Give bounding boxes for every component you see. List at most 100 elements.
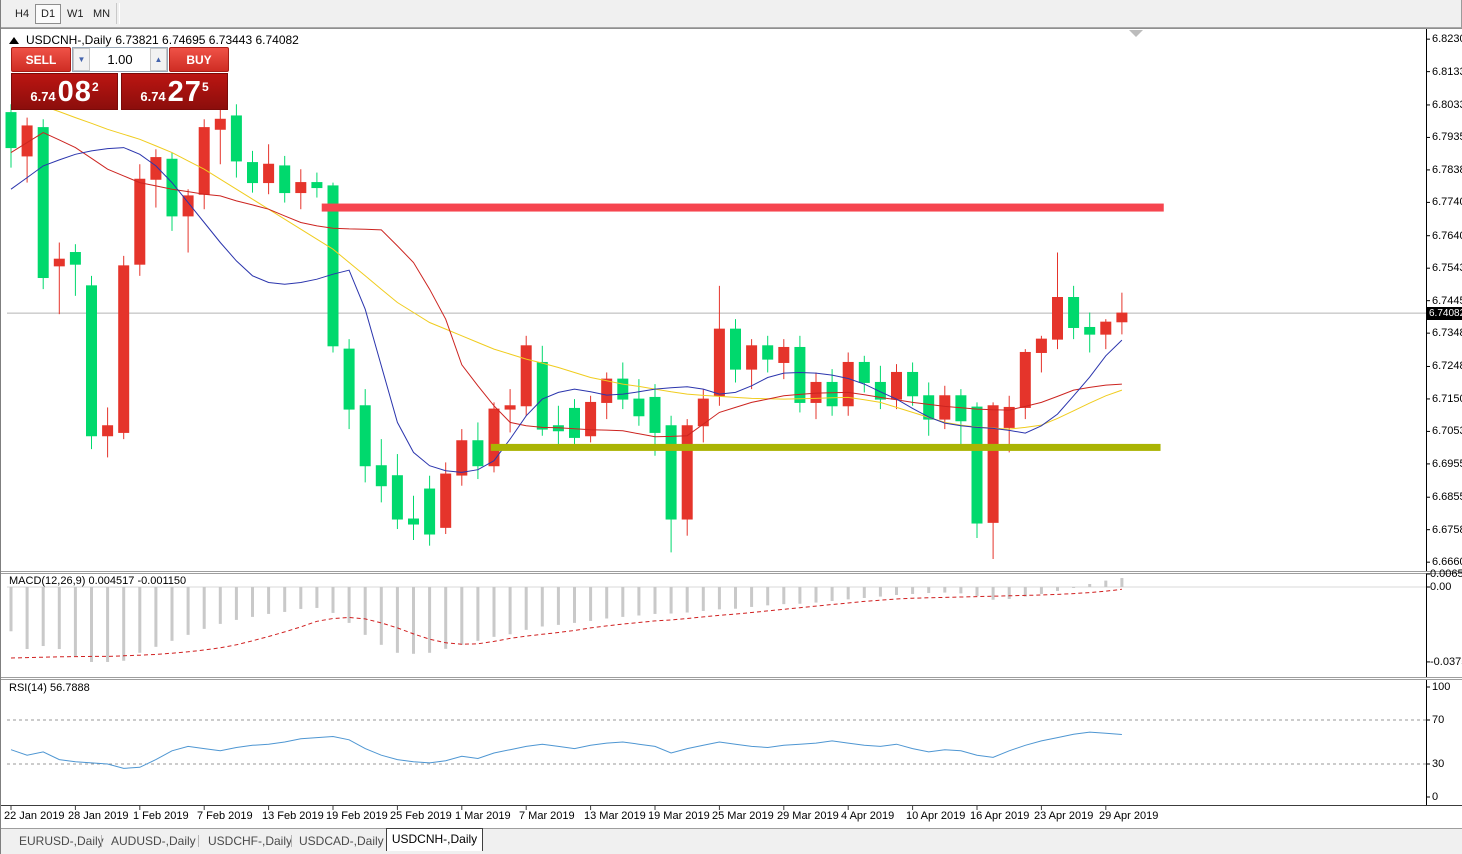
macd-histogram-bar [991,587,995,600]
candle-body [987,405,999,523]
candle-body [842,361,854,407]
tab-separator [198,835,199,847]
timeframe-button-h4[interactable]: H4 [15,8,30,20]
ma-red-line [10,132,1122,438]
support-line[interactable] [490,443,1161,451]
candle-body [86,285,97,437]
candle-body [923,395,935,420]
macd-histogram-bar [1104,580,1108,587]
candle-body [472,440,484,467]
price-tick-label: 6.67580 [1432,524,1462,536]
candle-body [1019,351,1031,408]
candle-body [69,252,81,265]
date-tick-label: 23 Apr 2019 [1034,810,1094,822]
candle-body [182,195,194,217]
price-tick-label: 6.69555 [1432,458,1462,470]
trade-panel-toggle-icon[interactable] [9,37,19,45]
macd-histogram-bar [444,587,448,649]
macd-histogram-bar [122,587,126,661]
macd-histogram-bar [862,587,866,598]
price-tick-label: 6.73480 [1432,327,1462,339]
macd-histogram-bar [589,587,593,621]
candle-body [794,346,806,403]
toolbar-separator [116,3,120,24]
macd-histogram-bar [895,587,898,595]
tab-audusd-daily[interactable]: AUDUSD-,Daily [111,834,196,848]
candle-body [1100,321,1112,335]
timeframe-button-w1[interactable]: W1 [67,8,84,20]
candle-body [520,345,532,407]
candle-body [874,381,886,400]
candle-body [617,378,629,400]
date-tick-label: 13 Mar 2019 [584,810,646,822]
volume-box: ▼ 1.00 ▲ [72,47,168,72]
candle-body [504,405,516,410]
chart-shift-marker-icon[interactable] [1129,30,1143,37]
candle-body [681,425,693,520]
macd-histogram-bar [798,587,802,604]
buy-button[interactable]: BUY [169,47,229,72]
candle-body [198,127,210,195]
date-tick-label: 25 Feb 2019 [390,810,452,822]
price-tick-label: 6.68555 [1432,491,1462,503]
volume-increase-icon[interactable]: ▲ [150,48,167,71]
macd-histogram-bar [750,587,754,607]
macd-histogram-bar [267,587,271,614]
date-tick-label: 19 Mar 2019 [648,810,710,822]
macd-histogram-bar [540,587,544,627]
candle-body [746,345,758,370]
candle-body [134,178,146,265]
price-tick-label: 6.80330 [1432,99,1462,111]
tab-eurusd-daily[interactable]: EURUSD-,Daily [19,834,104,848]
macd-histogram-bar [701,587,705,611]
macd-histogram-bar [186,587,190,635]
candle-body [327,185,339,347]
buy-price-pips: 27 [167,76,202,108]
tab-usdcnh-daily[interactable]: USDCNH-,Daily [386,828,483,851]
candle-body [5,112,17,149]
candle-body [343,348,355,410]
chart-window[interactable]: USDCNH-,Daily 6.73821 6.74695 6.73443 6.7… [1,28,1462,828]
macd-histogram-bar [90,587,93,662]
candle-body [118,265,130,433]
volume-decrease-icon[interactable]: ▼ [73,48,90,71]
chart-canvas[interactable] [1,28,1462,828]
macd-histogram-bar [669,587,673,614]
timeframe-button-mn[interactable]: MN [93,8,111,20]
macd-histogram-bar [283,587,287,612]
one-click-trading-panel: SELL ▼ 1.00 ▲ BUY 6.74 08 2 6.74 27 5 [11,47,229,110]
tab-usdchf-daily[interactable]: USDCHF-,Daily [208,834,292,848]
candle-body [359,405,371,467]
candle-body [37,127,49,279]
candle-body [247,162,258,184]
date-tick-label: 25 Mar 2019 [712,810,774,822]
date-tick-label: 19 Feb 2019 [326,810,388,822]
candle-body [230,115,242,162]
sell-price-panel[interactable]: 6.74 08 2 [11,73,118,110]
macd-histogram-bar [25,587,29,650]
sell-price-prefix: 6.74 [30,89,56,104]
macd-histogram-bar [717,587,721,610]
buy-price-panel[interactable]: 6.74 27 5 [121,73,228,110]
chart-tab-bar: EURUSD-,Daily AUDUSD-,Daily USDCHF-,Daily U… [1,828,1462,854]
volume-input[interactable]: 1.00 [107,52,133,67]
price-tick-label: 6.72480 [1432,360,1462,372]
macd-histogram-bar [621,587,625,617]
macd-tick-label: 0.00 [1430,581,1452,593]
candle-body [858,361,870,383]
current-price-tag: 6.74082 [1427,307,1462,320]
macd-histogram-bar [379,587,383,645]
sell-button[interactable]: SELL [11,47,71,72]
tab-usdcad-daily[interactable]: USDCAD-,Daily [299,834,384,848]
macd-histogram-bar [1120,578,1124,587]
macd-tick-label: -0.03757 [1430,656,1462,668]
resistance-line[interactable] [321,203,1164,212]
candle-body [1052,297,1063,340]
timeframe-button-d1[interactable]: D1 [35,4,61,24]
candle-body [311,182,323,189]
candle-body [53,258,65,267]
price-tick-label: 6.74455 [1432,295,1462,307]
macd-histogram-bar [782,587,786,605]
date-tick-label: 29 Apr 2019 [1099,810,1159,822]
macd-histogram-bar [685,587,689,613]
